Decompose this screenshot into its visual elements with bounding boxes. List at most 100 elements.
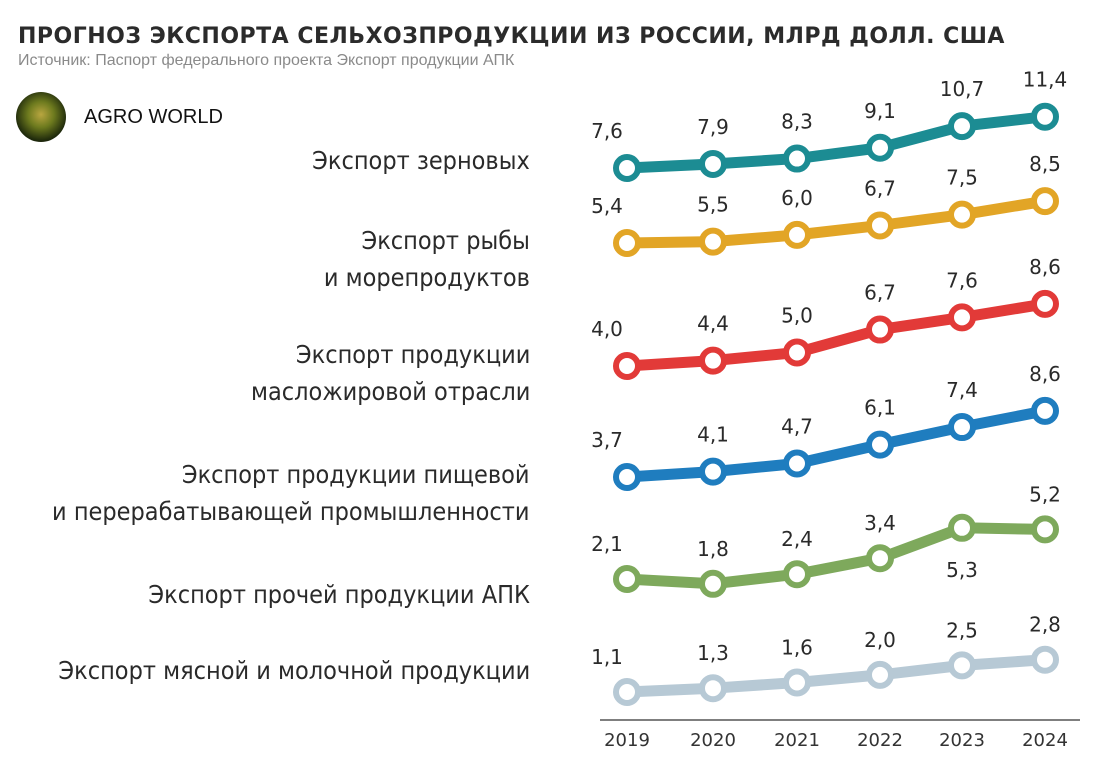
data-label: 6,1: [864, 396, 896, 420]
data-point: [1031, 515, 1059, 544]
series-4: 3,7 4,1 4,7 6,1 7,4 8,6: [591, 362, 1061, 491]
data-label: 3,4: [864, 511, 896, 535]
data-point: [948, 200, 976, 229]
data-label: 11,4: [1023, 68, 1068, 92]
x-tick-label: 2022: [857, 730, 903, 751]
category-line1: Экспорт продукции пищевой: [182, 460, 531, 489]
x-tick-label: 2023: [939, 730, 985, 751]
data-label: 7,4: [946, 378, 978, 402]
data-label: 5,5: [697, 193, 729, 217]
data-point: [948, 413, 976, 442]
category-label-oil-fat: Экспорт продукции масложировой отрасли: [251, 336, 530, 410]
series-line: [621, 522, 1051, 590]
data-label: 2,0: [864, 628, 896, 652]
data-point: [866, 660, 894, 689]
series-line: [621, 195, 1051, 249]
data-label: 1,3: [697, 641, 729, 665]
data-point: [783, 560, 811, 589]
data-point: [699, 674, 727, 703]
series-line: [621, 111, 1051, 174]
data-label: 2,4: [781, 527, 813, 551]
data-label: 2,5: [946, 618, 978, 642]
data-point: [948, 112, 976, 141]
data-point: [783, 338, 811, 367]
data-point: [1031, 645, 1059, 674]
data-label: 10,7: [940, 77, 985, 101]
brand-name: AGRO WORLD: [84, 105, 223, 128]
brand: AGRO WORLD: [16, 92, 223, 142]
data-point: [783, 449, 811, 478]
data-label: 7,9: [697, 115, 729, 139]
category-line1: Экспорт прочей продукции АПК: [148, 580, 530, 609]
series-line: [621, 405, 1051, 483]
data-point: [699, 569, 727, 598]
series-line: [621, 654, 1051, 698]
data-point: [866, 211, 894, 240]
data-label: 5,3: [946, 558, 978, 582]
data-point: [613, 565, 641, 593]
data-point: [783, 668, 811, 697]
data-label: 6,7: [864, 176, 896, 200]
data-label: 9,1: [864, 99, 896, 123]
data-label: 2,1: [591, 532, 623, 556]
data-point: [783, 144, 811, 173]
data-point: [1031, 102, 1059, 131]
data-label: 4,4: [697, 312, 729, 336]
category-label-other-agro: Экспорт прочей продукции АПК: [148, 576, 530, 613]
data-point: [699, 149, 727, 178]
x-tick-label: 2024: [1022, 730, 1068, 751]
category-label-meat-dairy: Экспорт мясной и молочной продукции: [58, 652, 530, 689]
category-line2: масложировой отрасли: [250, 377, 530, 406]
data-label: 7,6: [591, 119, 623, 143]
category-label-fish: Экспорт рыбы и морепродуктов: [324, 222, 530, 296]
data-label: 8,6: [1029, 362, 1061, 386]
data-label: 1,1: [591, 645, 623, 669]
data-point: [613, 229, 641, 257]
data-point: [948, 303, 976, 332]
category-line1: Экспорт продукции: [295, 340, 530, 369]
data-label: 3,7: [591, 428, 623, 452]
data-label: 2,8: [1029, 613, 1061, 637]
data-label: 4,0: [591, 317, 623, 341]
series-6: 1,1 1,3 1,6 2,0 2,5 2,8: [591, 613, 1061, 706]
series-2: 5,4 5,5 6,0 6,7 7,5 8,5: [591, 152, 1061, 257]
data-label: 7,6: [946, 268, 978, 292]
data-label: 1,8: [697, 537, 729, 561]
category-line1: Экспорт зерновых: [312, 146, 530, 175]
category-line2: и морепродуктов: [323, 263, 530, 292]
x-tick-label: 2019: [604, 730, 650, 751]
data-point: [866, 430, 894, 459]
data-label: 8,6: [1029, 255, 1061, 279]
category-label-food-processing: Экспорт продукции пищевой и перерабатыва…: [53, 456, 530, 530]
category-label-grain: Экспорт зерновых: [312, 142, 530, 179]
data-point: [613, 678, 641, 706]
data-label: 8,3: [781, 110, 813, 134]
series-1: 7,6 7,9 8,3 9,1 10,7 11,4: [591, 68, 1068, 182]
data-point: [948, 513, 976, 542]
data-point: [1031, 187, 1059, 216]
data-label: 7,5: [946, 166, 978, 190]
category-line1: Экспорт мясной и молочной продукции: [58, 656, 530, 685]
data-point: [866, 133, 894, 162]
data-point: [613, 463, 641, 491]
data-point: [1031, 396, 1059, 425]
series-3: 4,0 4,4 5,0 6,7 7,6 8,6: [591, 255, 1061, 380]
category-line2: и перерабатывающей промышленности: [52, 497, 530, 526]
chart-source: Источник: Паспорт федерального проекта Э…: [18, 52, 515, 69]
data-point: [783, 220, 811, 249]
data-label: 8,5: [1029, 152, 1061, 176]
data-point: [866, 315, 894, 344]
data-label: 1,6: [781, 636, 813, 660]
data-label: 5,4: [591, 194, 623, 218]
data-label: 5,0: [781, 304, 813, 328]
data-label: 4,7: [781, 415, 813, 439]
series-5: 2,1 1,8 2,4 3,4 5,3 5,2: [591, 482, 1061, 598]
x-tick-label: 2021: [774, 730, 820, 751]
data-point: [1031, 289, 1059, 318]
data-label: 4,1: [697, 423, 729, 447]
data-point: [866, 544, 894, 573]
category-line1: Экспорт рыбы: [361, 226, 530, 255]
data-point: [699, 346, 727, 375]
data-label: 6,7: [864, 281, 896, 305]
